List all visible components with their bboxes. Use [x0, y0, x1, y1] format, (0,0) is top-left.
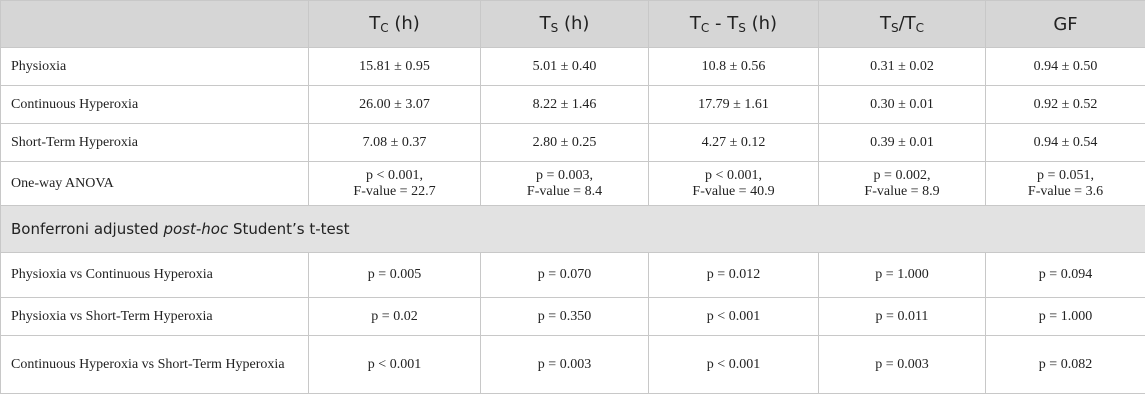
row-label: One-way ANOVA: [0, 161, 309, 206]
table-row: Continuous Hyperoxia vs Short-Term Hyper…: [0, 335, 1145, 394]
cell: 0.30 ± 0.01: [818, 85, 986, 124]
cell: p = 0.012: [648, 252, 819, 298]
row-label: Short-Term Hyperoxia: [0, 123, 309, 162]
text-part: (h): [388, 13, 420, 34]
cell: 0.94 ± 0.54: [985, 123, 1145, 162]
cell-line: p < 0.001,: [705, 167, 762, 183]
cell: p = 0.011: [818, 297, 986, 336]
text-part: S: [738, 21, 746, 35]
cell-line: F-value = 3.6: [1027, 183, 1104, 199]
cell: 4.27 ± 0.12: [648, 123, 819, 162]
text-part: Bonferroni adjusted: [11, 220, 164, 238]
text-part: T: [879, 13, 891, 34]
cell: 2.80 ± 0.25: [480, 123, 649, 162]
cell: 15.81 ± 0.95: [308, 47, 481, 86]
cell: p < 0.001: [648, 335, 819, 394]
text-part: post-hoc: [163, 220, 229, 238]
cell: p = 0.002, F-value = 8.9: [818, 161, 986, 206]
text-part: (h): [558, 13, 590, 34]
text-part: GF: [1053, 13, 1078, 35]
cell: p < 0.001: [308, 335, 481, 394]
cell-line: p = 0.003,: [536, 167, 593, 183]
cell: p = 0.003: [480, 335, 649, 394]
cell-line: p = 0.002,: [873, 167, 931, 183]
header-row: TC (h) TS (h) TC - TS (h) TS/TC GF: [0, 0, 1145, 48]
text-part: T: [369, 13, 381, 34]
cell: p = 0.082: [985, 335, 1145, 394]
cell: p = 1.000: [985, 297, 1145, 336]
column-header: TS/TC: [818, 0, 986, 48]
cell-line: p = 0.051,: [1037, 167, 1094, 183]
cell: p = 0.094: [985, 252, 1145, 298]
text-part: T: [689, 13, 701, 34]
cell: p = 0.051, F-value = 3.6: [985, 161, 1145, 206]
cell: 0.31 ± 0.02: [818, 47, 986, 86]
cell: p = 0.070: [480, 252, 649, 298]
cell-line: F-value = 8.4: [526, 183, 603, 199]
text-part: Student’s t-test: [228, 220, 350, 238]
cell: p = 0.02: [308, 297, 481, 336]
cell: p < 0.001: [648, 297, 819, 336]
table-row: Short-Term Hyperoxia 7.08 ± 0.37 2.80 ± 0.…: [0, 123, 1145, 162]
table-row: Physioxia vs Short-Term Hyperoxia p = 0.0…: [0, 297, 1145, 336]
row-label: Continuous Hyperoxia vs Short-Term Hyper…: [0, 335, 309, 394]
column-header: TS (h): [480, 0, 649, 48]
header-corner: [0, 0, 309, 48]
cell-line: F-value = 22.7: [353, 183, 436, 199]
cell: 17.79 ± 1.61: [648, 85, 819, 124]
cell: 7.08 ± 0.37: [308, 123, 481, 162]
row-label: Physioxia: [0, 47, 309, 86]
cell: 10.8 ± 0.56: [648, 47, 819, 86]
cell-line: F-value = 40.9: [692, 183, 775, 199]
cell: 0.39 ± 0.01: [818, 123, 986, 162]
row-label: Physioxia vs Continuous Hyperoxia: [0, 252, 309, 298]
table-row: One-way ANOVA p < 0.001, F-value = 22.7 p =…: [0, 161, 1145, 206]
table-row: Continuous Hyperoxia 26.00 ± 3.07 8.22 ± 1…: [0, 85, 1145, 124]
text-part: /T: [898, 13, 916, 34]
cell: p < 0.001, F-value = 40.9: [648, 161, 819, 206]
cell-line: F-value = 8.9: [864, 183, 940, 199]
section-title: Bonferroni adjusted post-hoc Student’s t…: [0, 205, 1145, 253]
cell: p = 0.005: [308, 252, 481, 298]
cell: 0.94 ± 0.50: [985, 47, 1145, 86]
text-part: (h): [745, 13, 778, 34]
column-header: TC (h): [308, 0, 481, 48]
column-header: GF: [985, 0, 1145, 48]
text-part: S: [550, 21, 559, 35]
cell: p = 0.003: [818, 335, 986, 394]
cell: 5.01 ± 0.40: [480, 47, 649, 86]
cell: p = 0.350: [480, 297, 649, 336]
cell: p = 1.000: [818, 252, 986, 298]
text-part: C: [915, 21, 925, 35]
cell: 0.92 ± 0.52: [985, 85, 1145, 124]
text-part: C: [700, 21, 710, 35]
text-part: C: [380, 21, 389, 35]
table-row: Physioxia 15.81 ± 0.95 5.01 ± 0.40 10.8 ± 0…: [0, 47, 1145, 86]
cell: 8.22 ± 1.46: [480, 85, 649, 124]
cell: 26.00 ± 3.07: [308, 85, 481, 124]
text-part: S: [890, 21, 899, 35]
cell: p = 0.003, F-value = 8.4: [480, 161, 649, 206]
text-part: - T: [709, 13, 739, 34]
column-header: TC - TS (h): [648, 0, 819, 48]
row-label: Continuous Hyperoxia: [0, 85, 309, 124]
table-row: Physioxia vs Continuous Hyperoxia p = 0.0…: [0, 252, 1145, 298]
cell: p < 0.001, F-value = 22.7: [308, 161, 481, 206]
row-label: Physioxia vs Short-Term Hyperoxia: [0, 297, 309, 336]
section-row: Bonferroni adjusted post-hoc Student’s t…: [0, 205, 1145, 253]
cell-line: p < 0.001,: [366, 167, 423, 183]
text-part: T: [539, 13, 551, 34]
